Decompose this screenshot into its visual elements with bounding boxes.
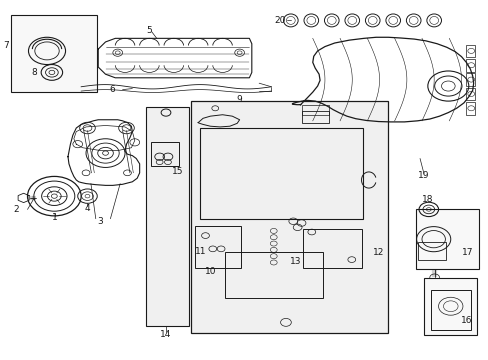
Bar <box>415 209 478 269</box>
Bar <box>190 101 387 333</box>
Bar <box>303 229 361 268</box>
Text: 8: 8 <box>31 68 37 77</box>
Text: 16: 16 <box>460 316 471 325</box>
Bar <box>302 105 328 116</box>
Bar <box>466 102 474 115</box>
Bar <box>146 107 188 326</box>
Bar <box>199 128 362 220</box>
Bar <box>194 226 241 268</box>
Text: 14: 14 <box>160 330 171 339</box>
Text: 15: 15 <box>171 167 183 176</box>
Text: 4: 4 <box>84 204 90 213</box>
Bar <box>224 252 322 298</box>
Bar <box>302 111 328 123</box>
Text: 17: 17 <box>461 248 472 257</box>
Bar <box>151 142 179 166</box>
Bar <box>417 242 445 260</box>
Bar <box>466 59 474 72</box>
Bar <box>466 88 474 100</box>
Bar <box>430 291 470 330</box>
Text: 11: 11 <box>194 247 206 256</box>
Bar <box>466 45 474 57</box>
Text: 2: 2 <box>14 205 19 214</box>
Text: 9: 9 <box>236 95 242 104</box>
Text: 12: 12 <box>372 248 384 257</box>
Text: 5: 5 <box>146 26 152 35</box>
Text: 10: 10 <box>204 267 216 276</box>
Text: 13: 13 <box>289 257 301 266</box>
Bar <box>423 278 476 335</box>
Text: 18: 18 <box>421 195 432 204</box>
Bar <box>11 15 97 92</box>
Text: 6: 6 <box>109 85 115 94</box>
Text: 7: 7 <box>4 41 9 50</box>
Text: 1: 1 <box>52 213 58 222</box>
Text: 19: 19 <box>417 171 429 180</box>
Text: 20: 20 <box>273 16 285 25</box>
Text: 3: 3 <box>98 217 103 226</box>
Bar <box>466 73 474 86</box>
